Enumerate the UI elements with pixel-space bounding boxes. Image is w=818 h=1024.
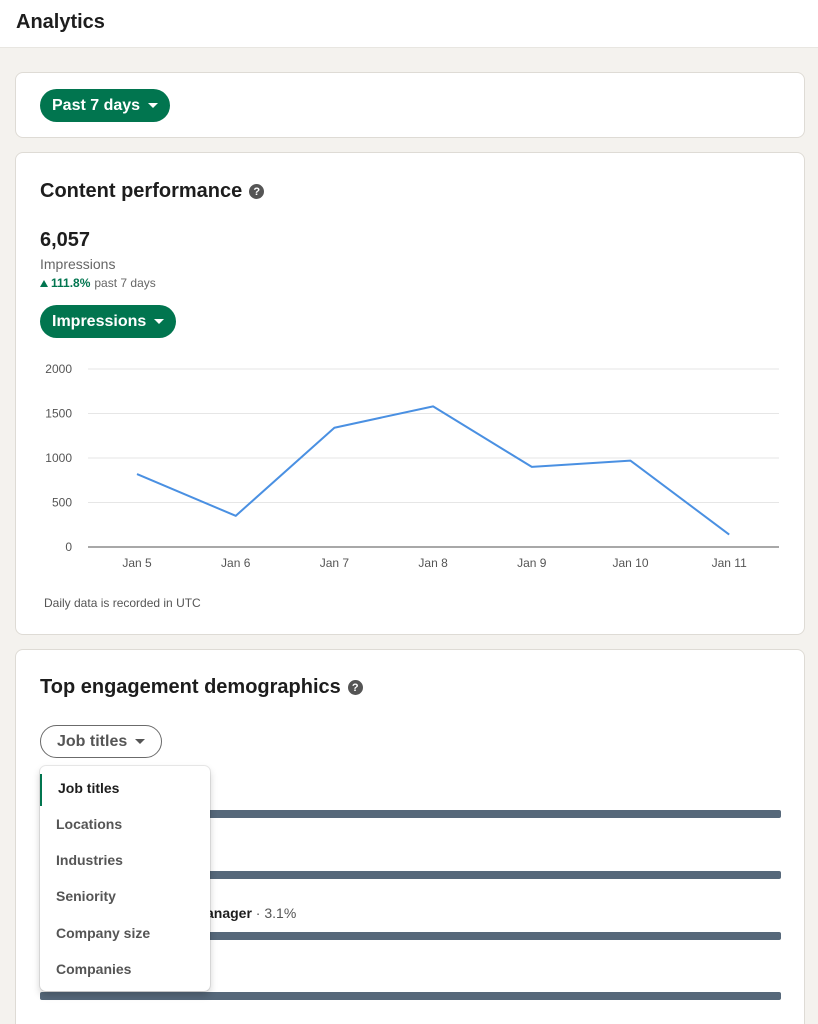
y-tick-label: 2000: [45, 362, 72, 376]
date-range-dropdown[interactable]: Past 7 days: [40, 89, 171, 122]
trend-up-icon: [40, 279, 48, 287]
demographic-type-dropdown[interactable]: Job titles: [40, 725, 163, 758]
menu-item-seniority[interactable]: Seniority: [56, 888, 116, 904]
content-performance-card: Content performance ? 6,057 Impressions …: [15, 152, 805, 635]
impressions-change: 111.8% past 7 days: [40, 276, 156, 290]
demographic-bar: [40, 932, 781, 940]
demographic-type-label: Job titles: [57, 732, 128, 750]
change-period: past 7 days: [94, 276, 156, 290]
chart-footnote: Daily data is recorded in UTC: [44, 596, 201, 610]
menu-item-industries[interactable]: Industries: [56, 852, 123, 868]
help-icon[interactable]: ?: [347, 680, 363, 695]
impressions-line-chart: 2000 1500 1000 500 0 Jan 5 Jan 6 Jan 7 Jan 8 Jan …: [45, 362, 779, 570]
demographic-row-title: anager: [206, 905, 252, 921]
x-tick-label: Jan 7: [320, 556, 350, 570]
filter-card: Past 7 days: [15, 72, 805, 138]
page-title: Analytics: [16, 11, 105, 33]
metric-selector-label: Impressions: [52, 312, 147, 330]
demographic-type-menu: Job titles Locations Industries Seniorit…: [40, 766, 210, 991]
help-icon[interactable]: ?: [249, 184, 265, 199]
menu-item-companies[interactable]: Companies: [56, 961, 132, 977]
metric-selector-dropdown[interactable]: Impressions: [40, 305, 177, 338]
menu-item-locations[interactable]: Locations: [56, 816, 123, 832]
x-tick-label: Jan 9: [517, 556, 547, 570]
demographics-title: Top engagement demographics: [40, 676, 341, 698]
x-tick-label: Jan 5: [122, 556, 152, 570]
demographic-row-label: anager · 3.1%: [206, 905, 296, 921]
caret-down-icon: [148, 103, 159, 108]
menu-item-company-size[interactable]: Company size: [56, 925, 151, 941]
change-value: 111.8%: [51, 276, 91, 290]
x-tick-label: Jan 6: [221, 556, 251, 570]
impressions-label: Impressions: [40, 256, 116, 272]
demographic-bar: [40, 992, 781, 1000]
x-tick-label: Jan 8: [418, 556, 448, 570]
date-range-label: Past 7 days: [52, 96, 141, 114]
y-tick-label: 1500: [45, 407, 72, 421]
demographic-bar: [40, 871, 781, 879]
top-bar: Analytics: [0, 0, 818, 48]
content-performance-title: Content performance: [40, 180, 243, 202]
x-tick-label: Jan 11: [712, 556, 747, 570]
impressions-total: 6,057: [40, 229, 91, 251]
demographic-row-percent: · 3.1%: [251, 905, 297, 921]
y-tick-label: 1000: [45, 451, 72, 465]
demographic-bar: [40, 810, 781, 818]
caret-down-icon: [135, 739, 146, 744]
impressions-series-line: [136, 405, 730, 536]
y-tick-label: 0: [65, 540, 72, 554]
content-performance-heading: Content performance ?: [40, 180, 265, 203]
y-tick-label: 500: [52, 496, 72, 510]
caret-down-icon: [154, 319, 165, 324]
x-tick-label: Jan 10: [612, 556, 648, 570]
demographics-heading: Top engagement demographics ?: [40, 676, 363, 699]
menu-item-job-titles[interactable]: Job titles: [40, 770, 210, 806]
